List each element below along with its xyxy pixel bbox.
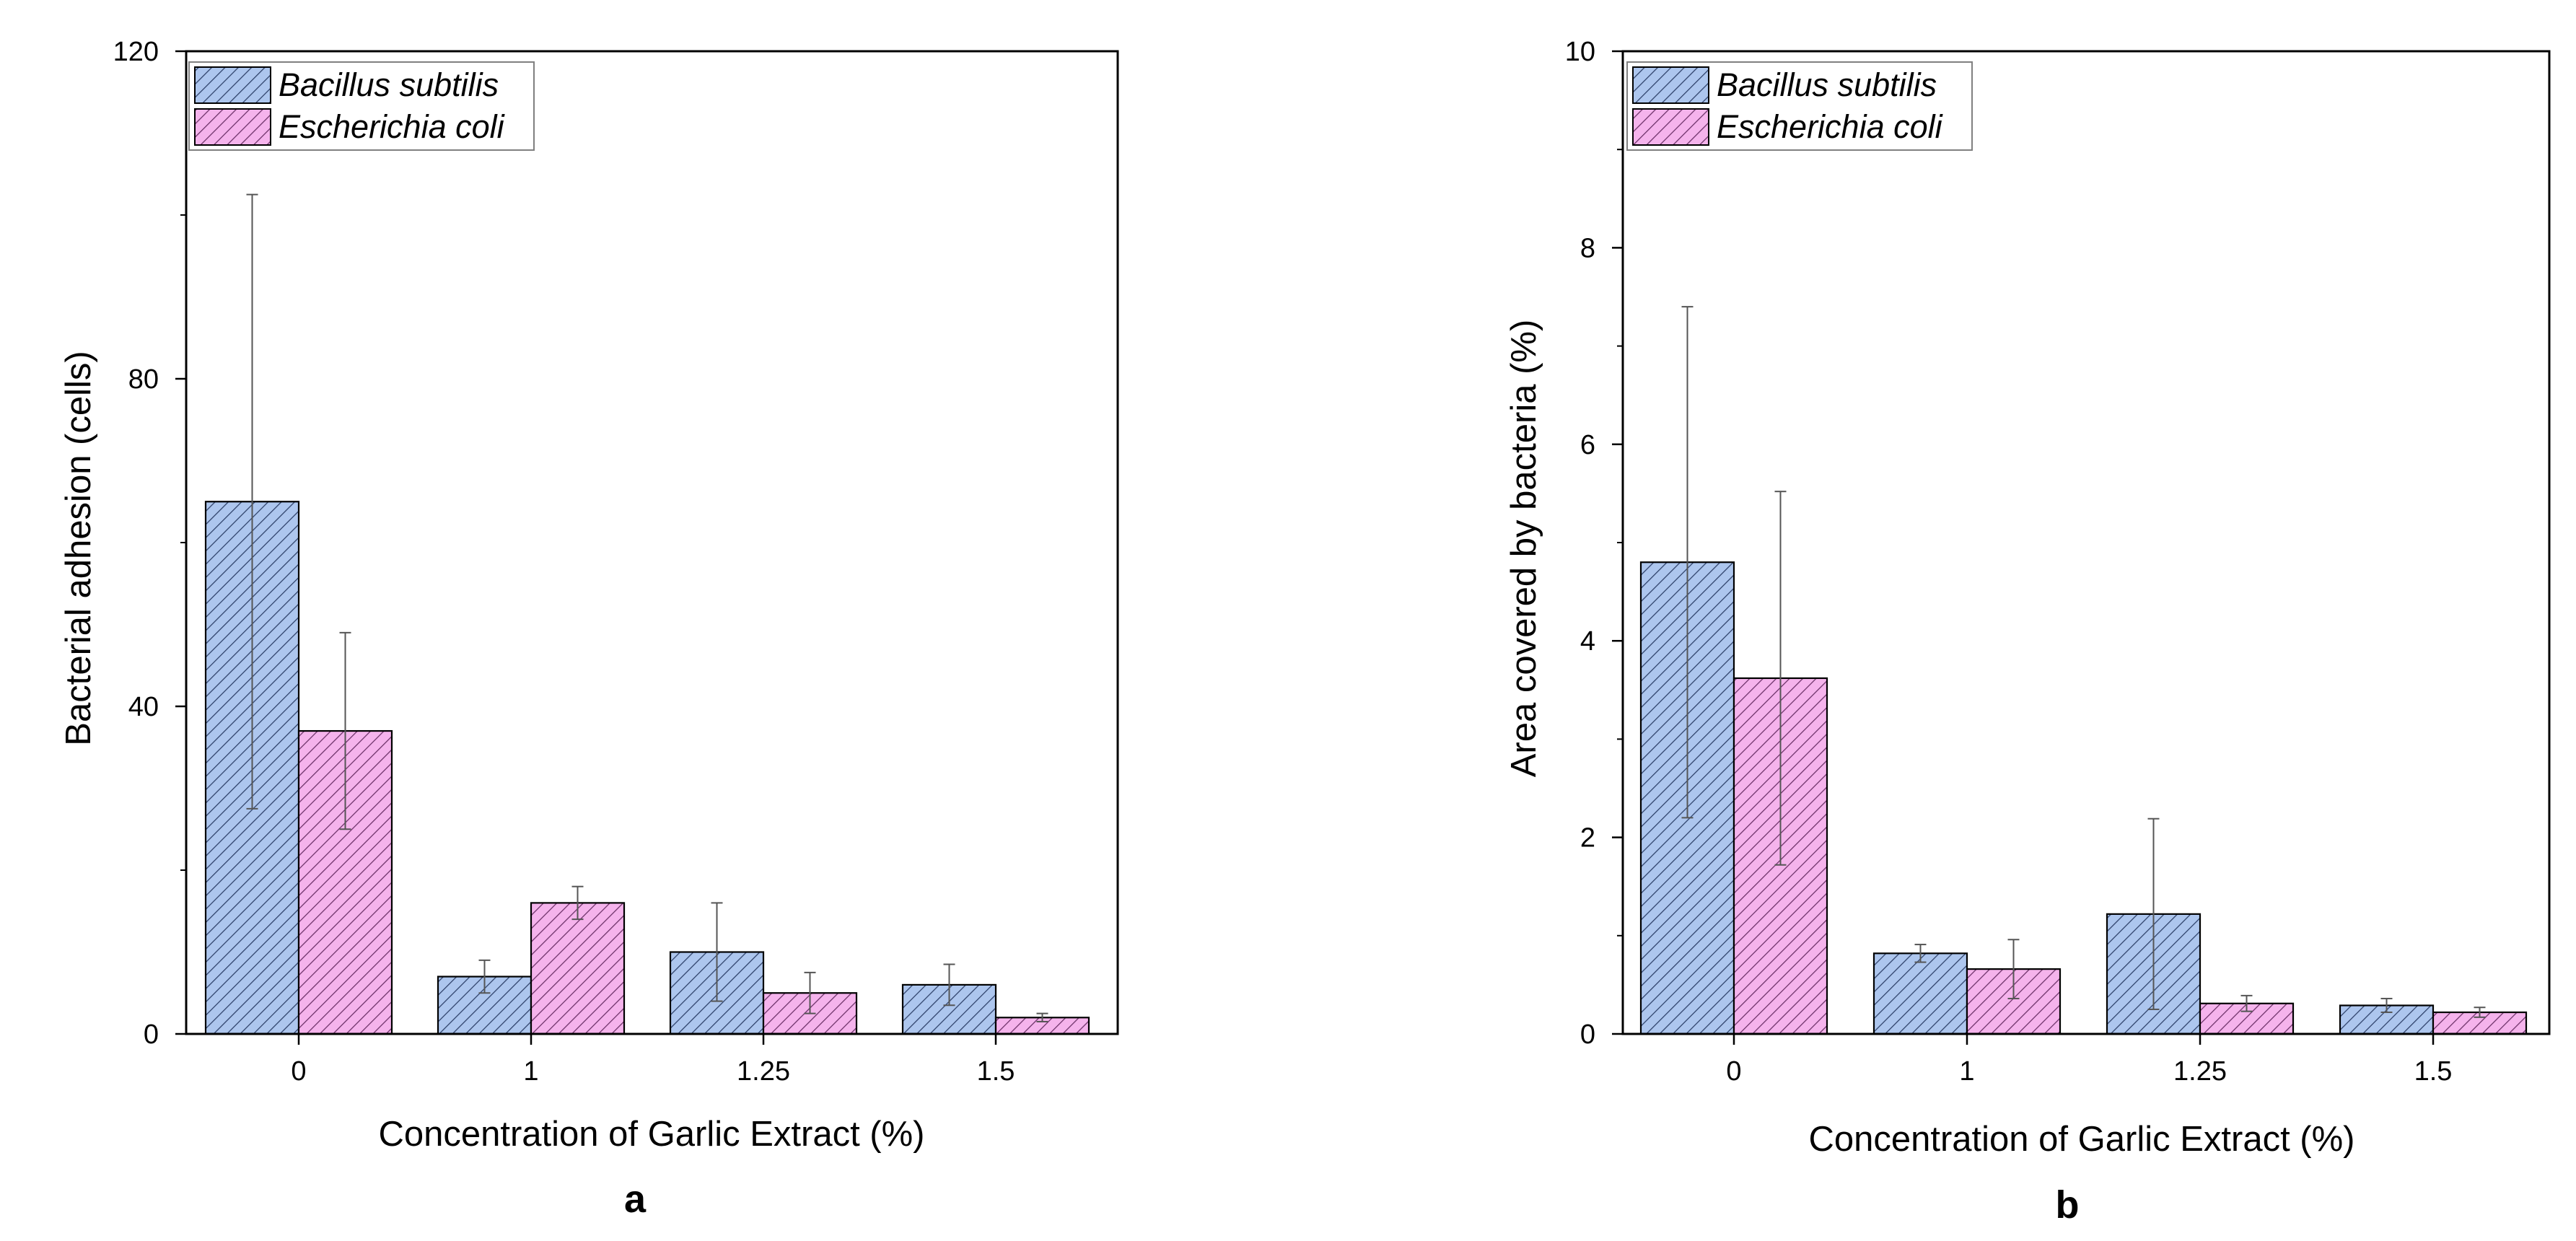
- panel-a-x-tick-label-0: 0: [291, 1056, 306, 1087]
- panel-a-y-tick-label-3: 120: [113, 37, 159, 67]
- panel-a-legend-swatch-escherichia-coli: [194, 108, 271, 146]
- panel-b-y-tick-label-1: 2: [1580, 823, 1595, 854]
- panel-b-y-tick-label-5: 10: [1565, 37, 1595, 67]
- panel-b-bar-bacillus-subtilis-1: [1872, 952, 1968, 1035]
- panel-b-legend-swatch-bacillus-subtilis: [1632, 66, 1709, 104]
- panel-b-y-tick-label-0: 0: [1580, 1019, 1595, 1050]
- panel-a-y-tick-label-2: 80: [128, 364, 159, 395]
- panel-a-y-tick-label-0: 0: [144, 1019, 159, 1050]
- panel-a-x-tick-label-1: 1: [523, 1056, 538, 1087]
- panel-b-legend-label-bacillus-subtilis: Bacillus subtilis: [1717, 66, 1937, 103]
- panel-b-x-tick-label-1: 1: [1959, 1056, 1974, 1087]
- panel-a-y-tick-label-1: 40: [128, 692, 159, 722]
- panel-a-legend-label-escherichia-coli: Escherichia coli: [279, 108, 506, 145]
- panel-b-y-tick-label-3: 6: [1580, 430, 1595, 460]
- panel-b-legend-swatch-escherichia-coli: [1632, 108, 1709, 146]
- panel-a-legend-swatch-bacillus-subtilis: [194, 66, 271, 104]
- panel-a-legend-label-bacillus-subtilis: Bacillus subtilis: [279, 66, 499, 103]
- panel-b-label: b: [2056, 1183, 2080, 1227]
- panel-b-x-tick-label-2: 1.25: [2173, 1056, 2227, 1087]
- panel-a-x-tick-label-3: 1.5: [977, 1056, 1015, 1087]
- panel-a-bar-escherichia-coli-1: [530, 902, 626, 1035]
- panel-b-x-axis-title: Concentration of Garlic Extract (%): [1808, 1120, 2354, 1159]
- panel-a-label: a: [624, 1178, 647, 1221]
- panel-b-y-tick-label-4: 8: [1580, 233, 1595, 263]
- panel-b-legend-label-escherichia-coli: Escherichia coli: [1717, 108, 1944, 145]
- panel-a-x-tick-label-2: 1.25: [737, 1056, 790, 1087]
- panel-b-x-tick-label-3: 1.5: [2414, 1056, 2453, 1087]
- panel-b-chart: Area covered by bacteria (%) Concentrati…: [1504, 37, 2551, 1227]
- panel-b-x-tick-label-0: 0: [1726, 1056, 1741, 1087]
- panel-a-chart: Bacterial adhesion (cells) Concentration…: [59, 37, 1119, 1221]
- panel-b-y-axis-title: Area covered by bacteria (%): [1504, 320, 1543, 778]
- panel-a-x-axis-title: Concentration of Garlic Extract (%): [378, 1115, 924, 1154]
- panel-a-y-axis-title: Bacterial adhesion (cells): [59, 351, 98, 745]
- panel-b-y-tick-label-2: 4: [1580, 626, 1595, 657]
